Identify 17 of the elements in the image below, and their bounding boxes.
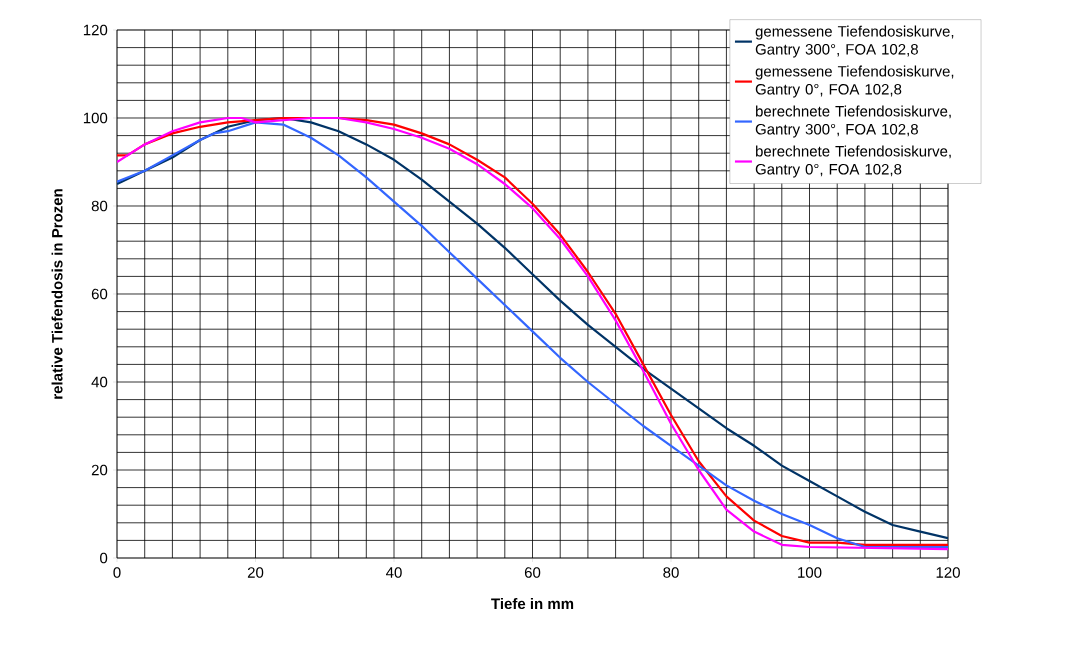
y-tick-label: 0 — [100, 552, 108, 564]
legend-label: berechnete Tiefendosiskurve, Gantry 0°, FOA 102,8 — [755, 145, 951, 178]
y-axis-title: relative Tiefendosis in Prozen — [51, 189, 63, 399]
x-tick-label: 80 — [663, 567, 679, 578]
x-tick-label: 120 — [936, 567, 960, 578]
y-tick-label: 80 — [91, 200, 108, 212]
x-axis-title: Tiefe in mm — [491, 598, 574, 610]
x-tick-label: 40 — [386, 567, 402, 578]
x-tick-label: 60 — [524, 567, 541, 578]
x-tick-label: 0 — [113, 567, 121, 578]
y-tick-label: 20 — [91, 464, 108, 476]
y-tick-label: 120 — [83, 24, 108, 36]
y-tick-label: 100 — [83, 112, 108, 124]
x-tick-label: 20 — [247, 567, 264, 578]
y-tick-label: 40 — [91, 376, 108, 388]
y-tick-label: 60 — [91, 288, 108, 300]
x-tick-label: 100 — [798, 567, 822, 578]
